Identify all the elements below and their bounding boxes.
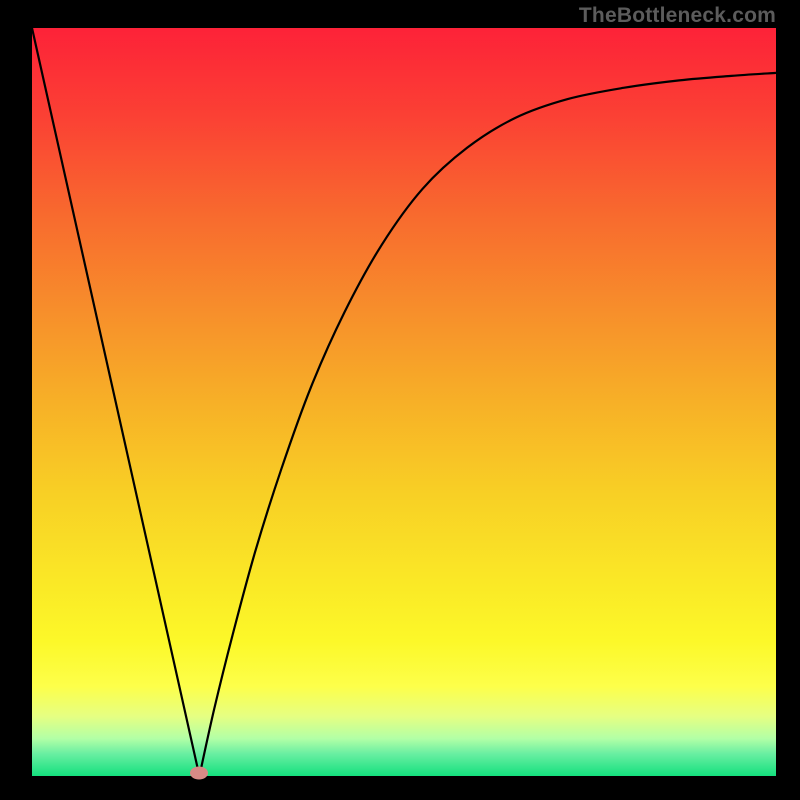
watermark-label: TheBottleneck.com: [579, 4, 776, 28]
chart-container: { "watermark": { "text": "TheBottleneck.…: [0, 0, 800, 800]
bottleneck-curve: [32, 28, 776, 776]
curve-overlay: [0, 0, 800, 800]
minimum-marker: [190, 767, 208, 780]
